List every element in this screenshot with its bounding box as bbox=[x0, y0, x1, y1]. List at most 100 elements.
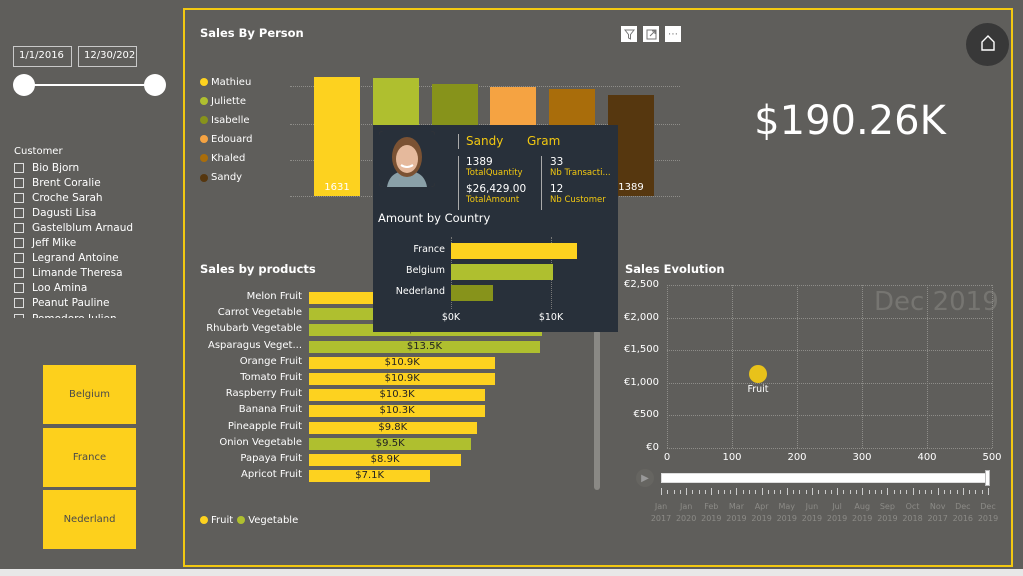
customer-item[interactable]: Loo Amina bbox=[14, 281, 87, 296]
gridline bbox=[667, 317, 992, 319]
date-end-handle[interactable] bbox=[144, 74, 166, 96]
play-tick bbox=[755, 490, 757, 494]
tooltip-metric-label: Nb Transacti... bbox=[550, 168, 611, 178]
focus-mode-icon[interactable] bbox=[643, 26, 659, 42]
filter-icon[interactable] bbox=[621, 26, 637, 42]
legend-label: Isabelle bbox=[211, 114, 250, 126]
tooltip-metric-value: $26,429.00 bbox=[466, 183, 527, 195]
customer-item[interactable]: Dagusti Lisa bbox=[14, 205, 96, 220]
customer-item[interactable]: Bio Bjorn bbox=[14, 160, 79, 175]
vegetable-legend-dot bbox=[237, 516, 246, 524]
product-value-label: $13.5K bbox=[406, 340, 443, 352]
product-bar[interactable]: $10.3K bbox=[309, 405, 486, 418]
month: Feb bbox=[704, 502, 719, 511]
checkbox[interactable] bbox=[14, 298, 24, 309]
play-tick bbox=[962, 488, 964, 495]
country-tile-nederland[interactable]: Nederland bbox=[43, 490, 136, 549]
year: 2019 bbox=[701, 514, 722, 523]
year: 2019 bbox=[826, 514, 848, 523]
product-label: Pineapple Fruit bbox=[227, 420, 302, 432]
person-legend-item[interactable]: Sandy bbox=[200, 171, 242, 185]
play-tick bbox=[912, 488, 914, 495]
customer-item[interactable]: Jeff Mike bbox=[14, 236, 76, 251]
products-scrollbar[interactable] bbox=[594, 330, 600, 490]
play-icon: ▶ bbox=[641, 472, 649, 484]
customer-item[interactable]: Peanut Pauline bbox=[14, 296, 110, 311]
more-options-icon[interactable]: ⋯ bbox=[665, 26, 681, 42]
country-tile-belgium[interactable]: Belgium bbox=[43, 365, 136, 424]
year: 2019 bbox=[877, 514, 898, 523]
y-tick-label: €500 bbox=[633, 409, 659, 421]
date-range-track[interactable] bbox=[24, 84, 154, 86]
product-label: Carrot Vegetable bbox=[217, 307, 302, 319]
customer-name: Dagusti Lisa bbox=[32, 206, 97, 219]
person-tooltip: Sandy Gram 1389 TotalQuantity 33 Nb Transac… bbox=[373, 125, 618, 332]
y-tick-label: €1,000 bbox=[624, 376, 659, 388]
date-start-handle[interactable] bbox=[13, 74, 35, 96]
tooltip-metric-label: TotalQuantity bbox=[466, 168, 523, 178]
checkbox[interactable] bbox=[14, 207, 24, 218]
checkbox[interactable] bbox=[14, 222, 24, 233]
person-legend-item[interactable]: Mathieu bbox=[200, 75, 251, 89]
play-tick bbox=[868, 490, 870, 494]
home-button[interactable] bbox=[966, 23, 1009, 66]
product-bar[interactable]: $10.3K bbox=[309, 389, 486, 402]
total-sales-kpi: $190.26K bbox=[754, 98, 946, 144]
start-date-input[interactable]: 1/1/2016 bbox=[13, 46, 72, 67]
person-legend-item[interactable]: Juliette bbox=[200, 94, 246, 108]
product-bar[interactable]: $10.9K bbox=[309, 356, 496, 369]
customer-item[interactable]: Legrand Antoine bbox=[14, 251, 119, 266]
x-tick-label: $10K bbox=[538, 312, 564, 323]
product-bar[interactable]: $8.9K bbox=[309, 454, 462, 466]
bar-data-label: 1389 bbox=[618, 181, 644, 193]
play-button[interactable]: ▶ bbox=[636, 469, 654, 487]
customer-item[interactable]: Croche Sarah bbox=[14, 190, 103, 205]
person-legend-item[interactable]: Khaled bbox=[200, 151, 245, 165]
product-label: Papaya Fruit bbox=[240, 453, 302, 464]
play-tick bbox=[881, 490, 883, 494]
tooltip-last-name: Gram bbox=[527, 134, 561, 148]
end-date-input[interactable]: 12/30/202 bbox=[78, 46, 137, 67]
scatter-point[interactable] bbox=[749, 365, 767, 384]
play-tick bbox=[786, 488, 788, 495]
product-bar[interactable]: $13.5K bbox=[309, 340, 540, 353]
customer-item[interactable]: Brent Coralie bbox=[14, 175, 101, 190]
play-axis-label: Mar 2019 bbox=[723, 501, 749, 525]
customer-name: Limande Theresa bbox=[32, 267, 123, 280]
product-bar[interactable]: $9.5K bbox=[309, 437, 472, 450]
play-axis-label: Jun 2019 bbox=[799, 501, 825, 525]
product-bar[interactable]: $9.8K bbox=[309, 421, 477, 434]
report-frame bbox=[183, 8, 1013, 567]
play-axis-track[interactable] bbox=[661, 473, 988, 483]
customer-item[interactable]: Limande Theresa bbox=[14, 266, 123, 281]
customer-item[interactable]: Gastelblum Arnaud bbox=[14, 220, 133, 235]
legend-label: Edouard bbox=[211, 133, 253, 145]
product-value-label: $10.3K bbox=[379, 389, 415, 401]
person-bar[interactable]: 1631 bbox=[314, 76, 360, 196]
y-tick-label: €1,500 bbox=[624, 344, 659, 356]
checkbox[interactable] bbox=[14, 238, 24, 248]
sales-evolution-title: Sales Evolution bbox=[625, 262, 725, 276]
checkbox[interactable] bbox=[14, 268, 24, 279]
play-tick bbox=[887, 488, 889, 495]
play-tick bbox=[981, 490, 983, 494]
product-bar[interactable]: $10.9K bbox=[309, 373, 496, 385]
play-tick bbox=[862, 488, 864, 495]
checkbox[interactable] bbox=[14, 177, 24, 188]
checkbox[interactable] bbox=[14, 253, 24, 264]
product-bar[interactable]: $7.1K bbox=[309, 470, 431, 483]
person-legend-item[interactable]: Edouard bbox=[200, 132, 253, 146]
country-tile-france[interactable]: France bbox=[43, 428, 136, 487]
gridline bbox=[667, 382, 992, 384]
checkbox[interactable] bbox=[14, 192, 24, 203]
checkbox[interactable] bbox=[14, 162, 24, 173]
tooltip-first-name: Sandy bbox=[466, 134, 504, 148]
month: Jan bbox=[654, 502, 668, 511]
play-axis-handle[interactable] bbox=[985, 470, 990, 486]
legend-label: Mathieu bbox=[211, 76, 252, 88]
checkbox[interactable] bbox=[14, 283, 24, 294]
month: Sep bbox=[879, 502, 895, 511]
legend-dot bbox=[200, 78, 208, 86]
play-tick bbox=[723, 490, 725, 494]
person-legend-item[interactable]: Isabelle bbox=[200, 113, 250, 127]
